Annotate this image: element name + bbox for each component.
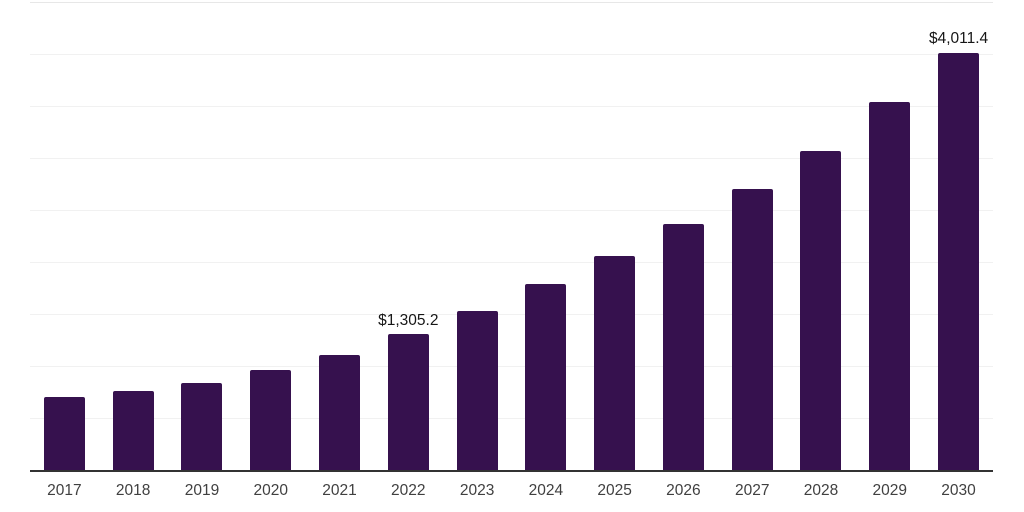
bar-slot-2021 [305, 2, 374, 470]
x-tick-label-2017: 2017 [47, 482, 82, 499]
bar-2020 [250, 370, 292, 470]
bar-slot-2028 [787, 2, 856, 470]
bar-2029 [869, 101, 911, 470]
bars: $1,305.2 $4,011.4 [30, 2, 993, 470]
bar-2021 [319, 354, 361, 470]
x-tick-label-2021: 2021 [322, 482, 357, 499]
x-tick-label-2022: 2022 [391, 482, 426, 499]
bar-slot-2023 [443, 2, 512, 470]
x-tick-label-2029: 2029 [872, 482, 907, 499]
x-tick-label-2024: 2024 [528, 482, 564, 499]
gridline-1500 [30, 314, 993, 315]
gridline-3000 [30, 158, 993, 159]
x-tick-label-2023: 2023 [459, 482, 495, 499]
bar-2030 [938, 52, 980, 470]
gridline-2000 [30, 262, 993, 263]
gridline-4000 [30, 54, 993, 55]
bar-2027 [731, 189, 773, 470]
x-tick-label-2019: 2019 [184, 482, 220, 499]
x-axis-line [30, 470, 993, 472]
x-axis-labels: 2017 2018 2019 2020 2021 2022 2023 2024 2025 2026… [30, 482, 993, 500]
bar-slot-2022: $1,305.2 [374, 2, 443, 470]
x-tick-label-2025: 2025 [597, 482, 632, 499]
bar-slot-2017 [30, 2, 99, 470]
bar-slot-2018 [99, 2, 168, 470]
bar-slot-2027 [718, 2, 787, 470]
x-tick-label-2028: 2028 [803, 482, 839, 499]
x-tick-label-2020: 2020 [253, 482, 288, 499]
bar-2028 [800, 151, 842, 470]
bar-slot-2020 [236, 2, 305, 470]
bar-2019 [181, 382, 223, 470]
bar-2024 [525, 283, 567, 470]
gridline-1000 [30, 366, 993, 367]
bar-2025 [594, 256, 636, 470]
bar-slot-2024 [511, 2, 580, 470]
gridline-3500 [30, 106, 993, 107]
data-label-2022: $1,305.2 [378, 311, 439, 329]
gridline-4500 [30, 2, 993, 3]
x-tick-label-2027: 2027 [734, 482, 770, 499]
x-tick-label-2030: 2030 [941, 482, 976, 499]
bar-slot-2029 [855, 2, 924, 470]
bar-2026 [662, 223, 704, 470]
bar-slot-2019 [168, 2, 237, 470]
bar-2023 [456, 310, 498, 470]
bar-slot-2026 [649, 2, 718, 470]
plot-area: $1,305.2 $4,011.4 [30, 2, 993, 472]
x-tick-label-2026: 2026 [666, 482, 701, 499]
bar-slot-2030: $4,011.4 [924, 2, 993, 470]
bar-2018 [112, 391, 154, 470]
bar-2017 [43, 397, 85, 470]
x-tick-label-2018: 2018 [115, 482, 151, 499]
data-label-2030: $4,011.4 [928, 30, 989, 48]
bar-slot-2025 [580, 2, 649, 470]
gridline-2500 [30, 210, 993, 211]
bar-2022 [387, 334, 429, 470]
gridline-500 [30, 418, 993, 419]
gridlines [30, 2, 993, 470]
